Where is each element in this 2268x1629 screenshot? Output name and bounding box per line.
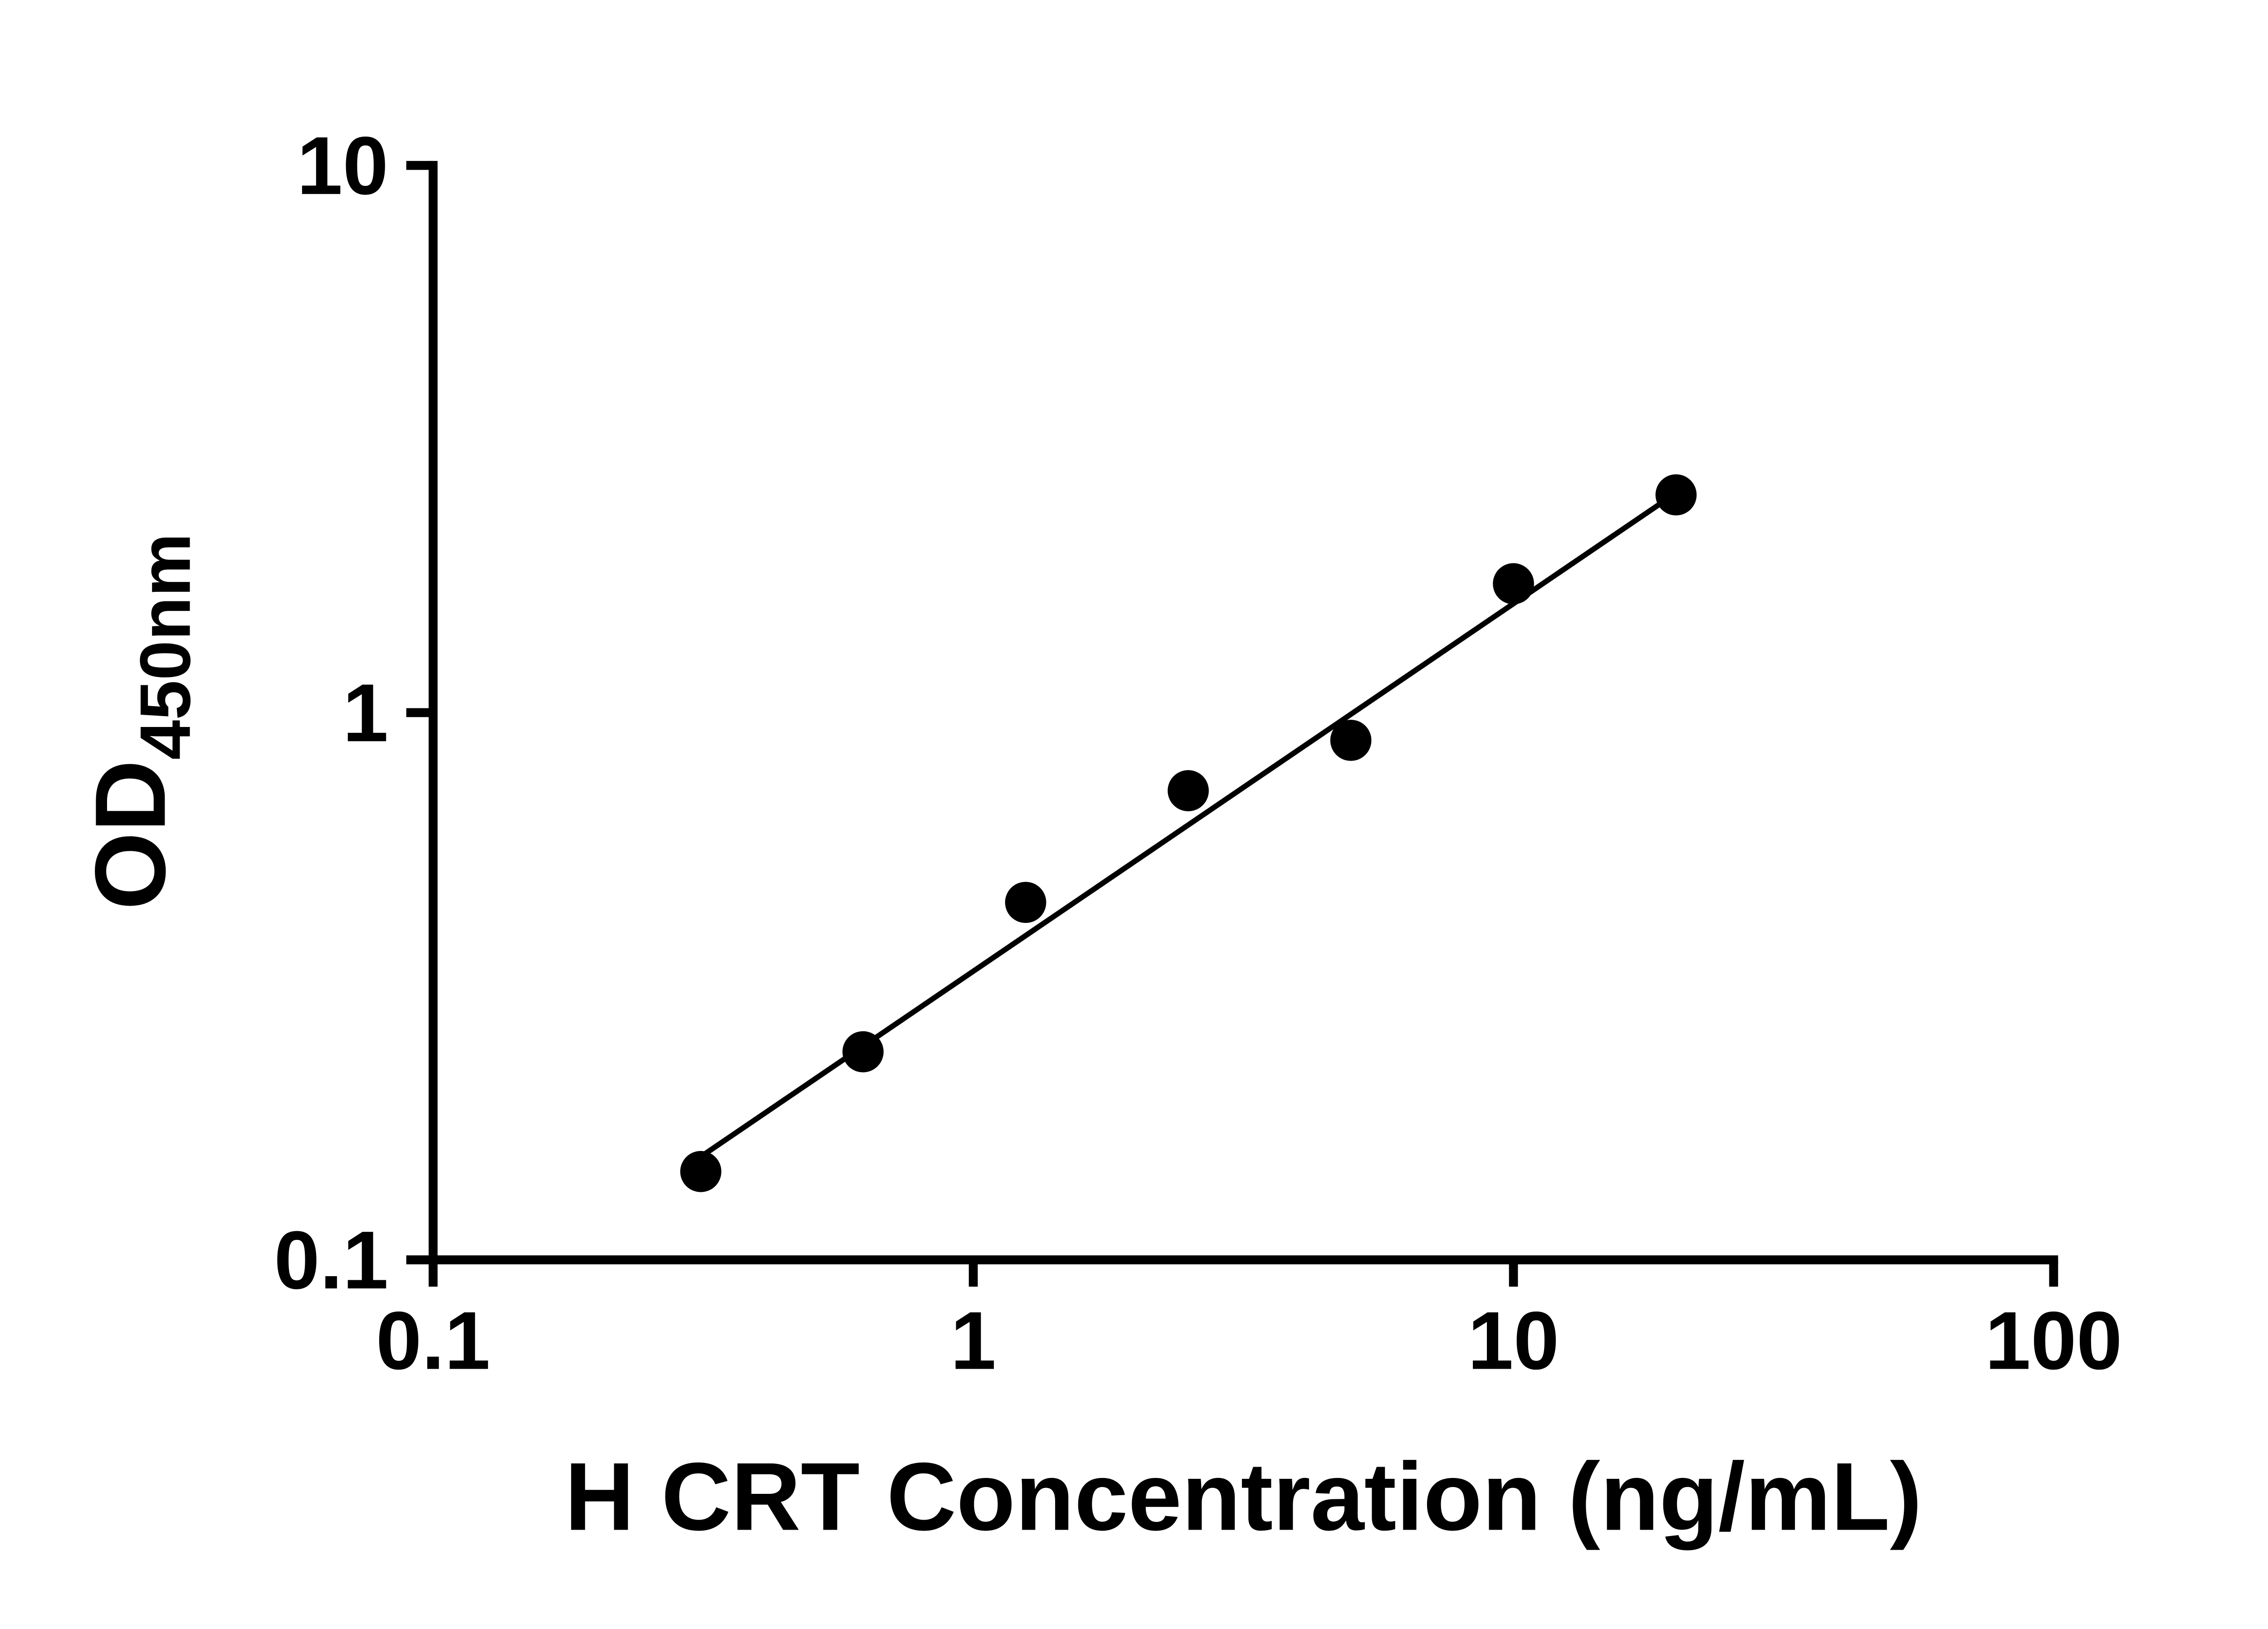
y-axis-title-subscript: 450nm — [126, 533, 205, 760]
y-axis-title: OD450nm — [74, 533, 205, 910]
elisa-standard-curve-figure: 0.1 1 10 100 0.1 1 10 H CRT Concentration (ng/… — [18, 7, 2268, 1629]
data-series — [680, 474, 1697, 1192]
y-tick-label: 10 — [297, 120, 388, 212]
axis-tick-labels: 0.1 1 10 100 0.1 1 10 — [274, 120, 2122, 1387]
axis-ticks — [406, 166, 2054, 1287]
data-point — [1656, 474, 1697, 516]
x-tick-label: 100 — [1985, 1295, 2122, 1387]
chart-canvas: 0.1 1 10 100 0.1 1 10 H CRT Concentration (ng/… — [18, 7, 2268, 1629]
data-point — [1168, 770, 1209, 811]
axes — [433, 166, 2054, 1260]
x-tick-label: 1 — [950, 1295, 996, 1387]
data-point — [1493, 563, 1534, 605]
data-point — [680, 1151, 722, 1192]
y-axis-title-main: OD — [74, 760, 186, 910]
x-axis-title: H CRT Concentration (ng/mL) — [565, 1443, 1922, 1551]
x-tick-label: 0.1 — [376, 1295, 490, 1387]
y-tick-label: 0.1 — [274, 1214, 388, 1306]
x-tick-label: 10 — [1468, 1295, 1559, 1387]
axis-spines — [433, 166, 2054, 1260]
y-tick-label: 1 — [342, 667, 388, 759]
data-point — [1005, 882, 1046, 923]
data-point — [842, 1031, 884, 1073]
data-point — [1330, 720, 1372, 761]
